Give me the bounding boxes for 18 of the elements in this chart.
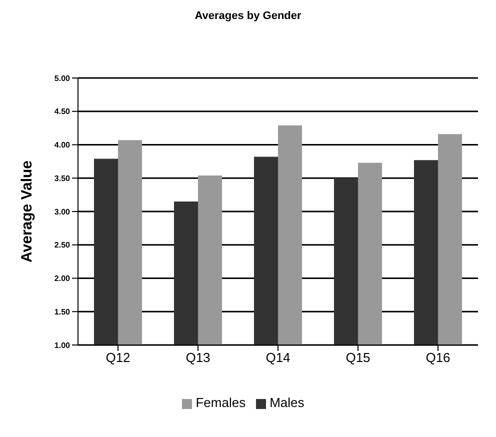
legend-label: Females [196, 395, 246, 410]
y-axis-title: Average Value [18, 160, 36, 263]
x-tick-label: Q14 [266, 350, 290, 366]
y-tick-label: 1.50 [54, 307, 71, 316]
x-tick-label: Q15 [346, 350, 370, 366]
x-tick-label: Q16 [426, 350, 450, 366]
legend-label: Males [270, 395, 304, 410]
y-tick-label: 1.00 [54, 340, 71, 350]
y-tick-label: 3.50 [54, 174, 71, 183]
y-tick-label: 4.00 [54, 140, 71, 150]
y-tick-label: 3.00 [54, 207, 71, 216]
x-tick-label: Q13 [186, 350, 210, 366]
chart-title: Averages by Gender [194, 10, 302, 24]
x-tick-label: Q12 [106, 350, 130, 366]
y-tick-label: 2.00 [54, 274, 71, 284]
y-tick-label: 5.00 [54, 74, 71, 83]
y-tick-label: 2.50 [54, 240, 71, 250]
y-tick-label: 4.50 [54, 107, 71, 116]
